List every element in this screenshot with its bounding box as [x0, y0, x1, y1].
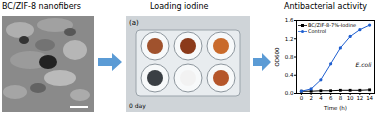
- svg-text:(a): (a): [129, 19, 139, 27]
- svg-text:OD600: OD600: [274, 47, 280, 67]
- svg-text:14: 14: [366, 95, 373, 101]
- svg-text:1.6: 1.6: [285, 17, 294, 23]
- html-text:BC/ZIF-8-7%-Iodine: BC/ZIF-8-7%-Iodine: [308, 22, 357, 28]
- html-text:BC/ZIF-8 nanofibers: BC/ZIF-8 nanofibers: [2, 2, 81, 11]
- svg-text:0.0: 0.0: [285, 90, 294, 96]
- svg-text:E.coli: E.coli: [355, 61, 371, 68]
- svg-text:6: 6: [329, 95, 333, 101]
- html-text:Control: Control: [308, 28, 327, 34]
- svg-text:8: 8: [339, 95, 343, 101]
- svg-text:0 day: 0 day: [129, 102, 146, 110]
- svg-text:1.2: 1.2: [285, 36, 294, 42]
- html-text:Loading iodine: Loading iodine: [150, 2, 209, 11]
- svg-text:0.4: 0.4: [285, 72, 294, 78]
- svg-text:12: 12: [356, 95, 363, 101]
- svg-text:Time (h): Time (h): [323, 105, 347, 111]
- svg-text:0.8: 0.8: [285, 54, 294, 60]
- html-text:Antibacterial activity: Antibacterial activity: [284, 2, 367, 11]
- svg-text:10: 10: [347, 95, 354, 101]
- svg-text:0: 0: [300, 95, 304, 101]
- svg-text:4: 4: [319, 95, 323, 101]
- svg-text:2: 2: [309, 95, 313, 101]
